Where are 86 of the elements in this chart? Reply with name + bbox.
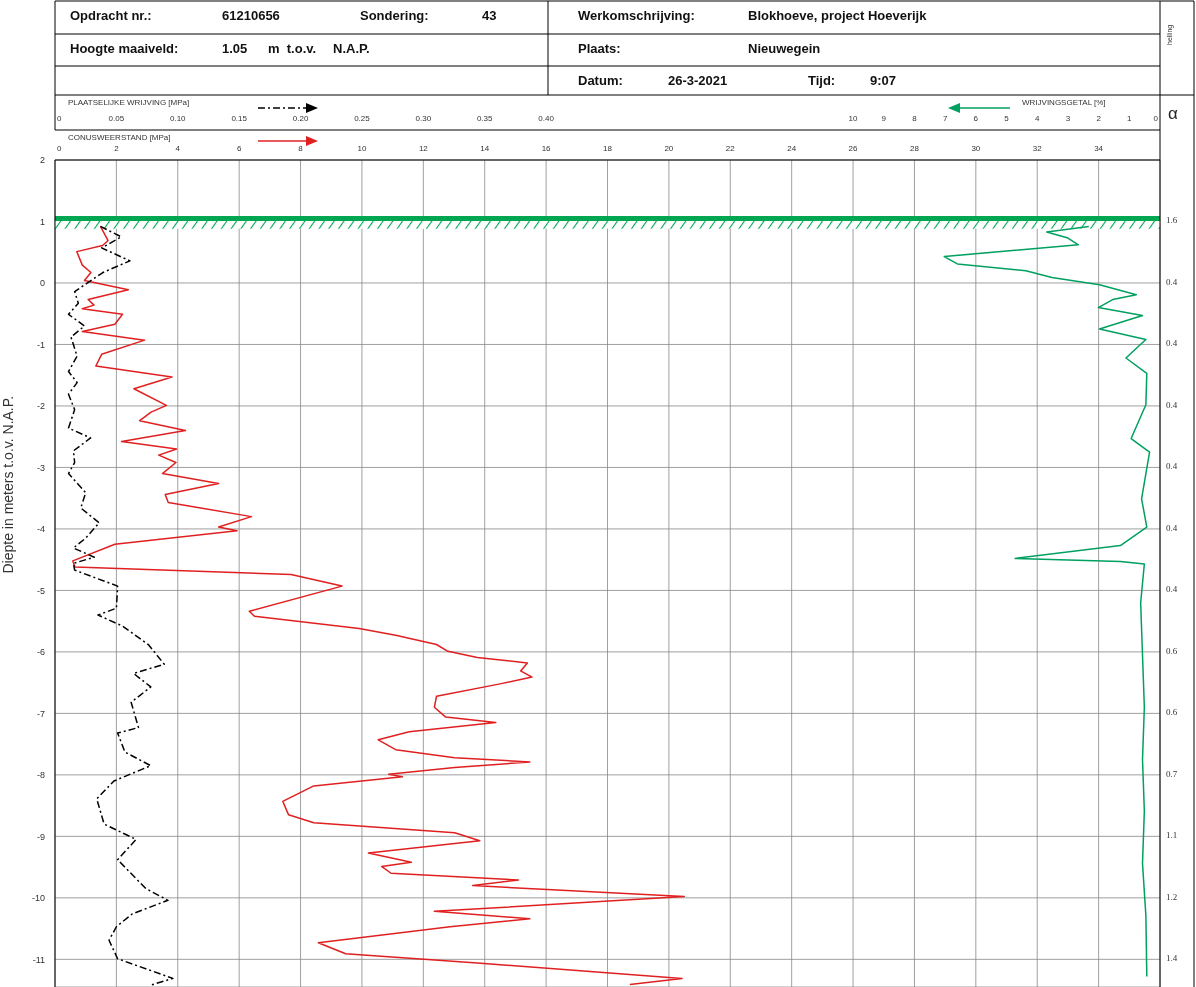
x2-tick-label: 0.20 xyxy=(292,114,309,123)
text: Blokhoeve, project Hoeverijk xyxy=(748,8,927,23)
y-axis-title: Diepte in meters t.o.v. N.A.P. xyxy=(0,395,16,574)
text: 61210656 xyxy=(222,8,280,23)
text: Hoogte maaiveld: xyxy=(70,41,179,56)
text: 43 xyxy=(482,8,497,23)
x-tick-label: 9 xyxy=(881,114,887,123)
x-axis-title: WRIJVINGSGETAL [%] xyxy=(1022,98,1106,107)
y-tick-label: -3 xyxy=(36,462,45,473)
text: 1.05 xyxy=(222,41,248,56)
x-tick-label: 14 xyxy=(480,144,490,153)
x-tick-label: 28 xyxy=(909,144,920,153)
text: 0.4 xyxy=(1166,522,1178,533)
x-tick-label: 32 xyxy=(1032,144,1043,153)
x2-tick-label: 0.25 xyxy=(354,114,371,123)
text: 0.7 xyxy=(1166,768,1178,779)
text: α xyxy=(1168,104,1178,124)
text: Opdracht nr.: xyxy=(70,8,152,23)
x-tick-label: 22 xyxy=(725,144,736,153)
x-tick-label: 20 xyxy=(664,144,674,153)
x-tick-label: 3 xyxy=(1065,114,1071,123)
x2-axis-title: PLAATSELIJKE WRIJVING [MPa] xyxy=(68,98,190,107)
x-tick-label: 1 xyxy=(1127,114,1133,123)
y-tick-label: -11 xyxy=(32,954,45,965)
x-tick-label: 12 xyxy=(418,144,429,153)
y-tick-label: -7 xyxy=(36,708,45,719)
x-tick-label: 34 xyxy=(1094,144,1104,153)
text: 0.6 xyxy=(1166,707,1178,718)
x-tick-label: 16 xyxy=(541,144,552,153)
x-tick-label: 10 xyxy=(848,114,859,123)
x2-tick-label: 0.10 xyxy=(169,114,187,123)
text: m t.o.v. xyxy=(268,41,317,56)
x-tick-label: 2 xyxy=(1096,114,1102,123)
text: 0.6 xyxy=(1166,645,1178,656)
text: Nieuwegein xyxy=(748,41,821,56)
x-tick-label: 26 xyxy=(848,144,859,153)
x2-tick-label: 0.35 xyxy=(476,114,494,123)
text: 0.4 xyxy=(1166,338,1178,349)
text: 9:07 xyxy=(870,73,897,88)
x-tick-label: 6 xyxy=(973,114,979,123)
text: Plaats: xyxy=(578,41,621,56)
text: 0.4 xyxy=(1166,276,1178,287)
x-tick-label: 5 xyxy=(1004,114,1010,123)
text: Tijd: xyxy=(808,73,836,88)
text: 26-3-2021 xyxy=(668,73,728,88)
y-tick-label: -10 xyxy=(31,893,45,904)
x-axis-title: CONUSWEERSTAND [MPa] xyxy=(68,133,171,142)
x-tick-label: 8 xyxy=(298,144,304,153)
text: 1.6 xyxy=(1166,215,1178,226)
x2-tick-label: 0.15 xyxy=(231,114,248,123)
text: 0.4 xyxy=(1166,461,1178,472)
x-tick-label: 0 xyxy=(57,144,62,153)
x-tick-label: 4 xyxy=(1035,114,1040,123)
y-tick-label: -5 xyxy=(36,585,45,596)
x-tick-label: 0 xyxy=(1153,114,1159,123)
y-tick-label: 2 xyxy=(39,155,45,166)
text: 1.1 xyxy=(1166,830,1178,841)
y-tick-label: -2 xyxy=(36,401,45,412)
y-tick-label: 0 xyxy=(39,278,45,289)
x2-tick-label: 0.30 xyxy=(415,114,432,123)
text: 1.2 xyxy=(1166,891,1178,902)
x2-tick-label: 0.05 xyxy=(108,114,125,123)
text: Datum: xyxy=(578,73,623,88)
x-tick-label: 24 xyxy=(787,144,797,153)
x-tick-label: 10 xyxy=(357,144,367,153)
text: 0.4 xyxy=(1166,399,1178,410)
y-tick-label: -8 xyxy=(36,770,45,781)
text: Sondering: xyxy=(360,8,429,23)
x-tick-label: 18 xyxy=(603,144,613,153)
x-tick-label: 7 xyxy=(942,114,948,123)
x-tick-label: 4 xyxy=(175,144,181,153)
text: 1.4 xyxy=(1166,953,1178,964)
text: N.A.P. xyxy=(333,41,370,56)
x-tick-label: 8 xyxy=(912,114,918,123)
x2-tick-label: 0.40 xyxy=(538,114,555,123)
y-tick-label: -4 xyxy=(36,524,45,535)
y-tick-label: -1 xyxy=(36,339,45,350)
x-tick-label: 6 xyxy=(236,144,242,153)
text: Werkomschrijving: xyxy=(578,8,695,23)
x-tick-label: 30 xyxy=(971,144,981,153)
line-series xyxy=(72,225,685,986)
y-tick-label: 1 xyxy=(39,216,45,227)
y-tick-label: -6 xyxy=(36,647,45,658)
x-tick-label: 2 xyxy=(114,144,120,153)
text: 0.4 xyxy=(1166,584,1178,595)
y-tick-label: -9 xyxy=(36,831,45,842)
